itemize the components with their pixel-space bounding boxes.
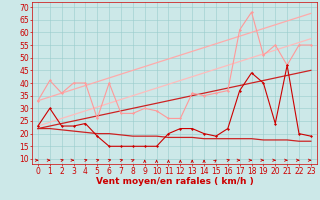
X-axis label: Vent moyen/en rafales ( km/h ): Vent moyen/en rafales ( km/h ) bbox=[96, 177, 253, 186]
